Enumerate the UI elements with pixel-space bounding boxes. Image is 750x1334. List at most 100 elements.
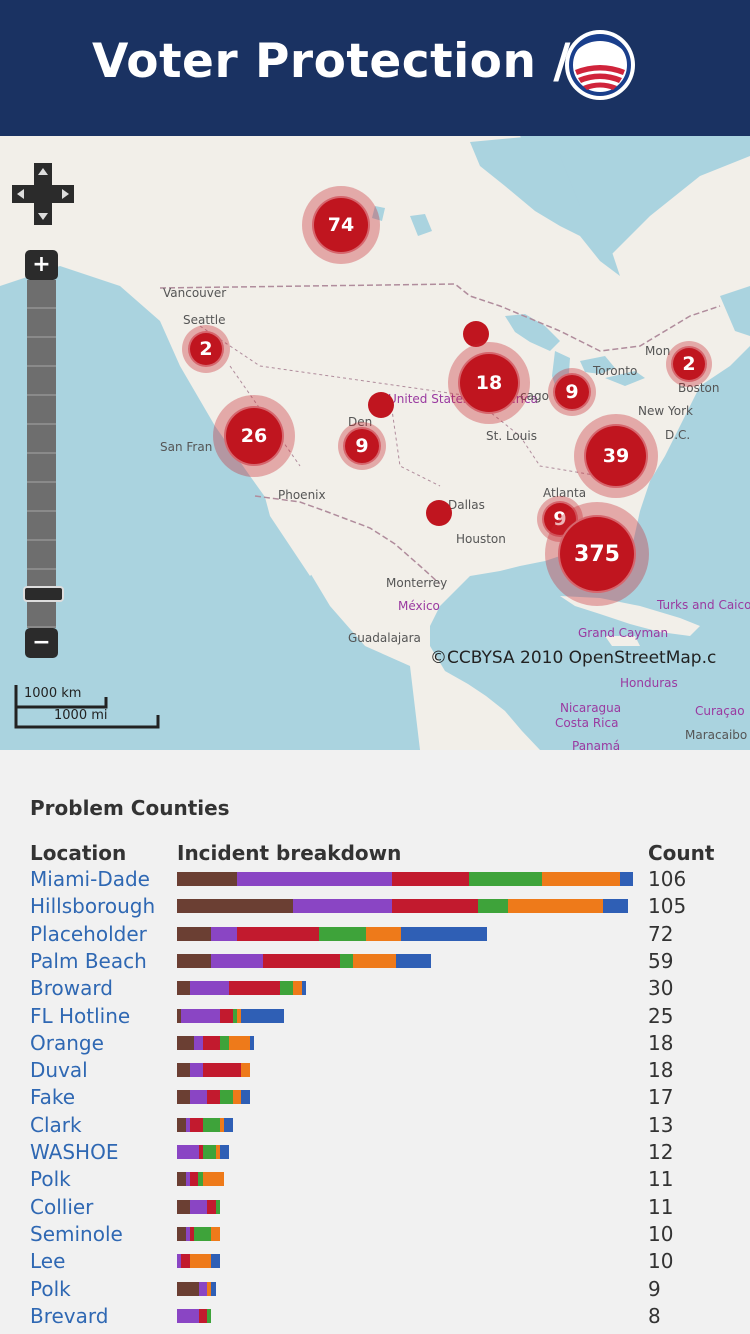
incident-breakdown-bar (177, 1063, 251, 1078)
county-link[interactable]: Hillsborough (30, 894, 156, 919)
cluster-marker[interactable]: 74 (302, 186, 380, 264)
breakdown-segment (202, 1117, 220, 1132)
breakdown-segment (177, 1145, 199, 1159)
city-label-toronto: Toronto (593, 364, 638, 378)
breakdown-segment (177, 1254, 182, 1269)
county-link[interactable]: Miami-Dade (30, 867, 150, 891)
incident-breakdown-bar (177, 1254, 220, 1269)
cluster-marker-core (343, 427, 381, 465)
table-row: Palm Beach 59 (0, 949, 750, 976)
city-label-curacao: Curaçao (695, 704, 745, 718)
breakdown-segment (219, 1008, 233, 1023)
county-link[interactable]: Brevard (30, 1303, 109, 1328)
pan-right-icon (62, 189, 69, 199)
county-link[interactable]: Polk (30, 1276, 71, 1301)
breakdown-segment (211, 1226, 220, 1241)
incident-count: 10 (648, 1221, 674, 1246)
cluster-count: 39 (602, 445, 630, 467)
cluster-marker[interactable]: 2 (182, 325, 230, 373)
map-attribution[interactable]: ©CCBYSA 2010 OpenStreetMap.c (430, 648, 717, 668)
pan-control[interactable] (12, 163, 74, 225)
zoom-out-button[interactable]: − (25, 628, 58, 658)
breakdown-segment (619, 872, 633, 886)
cluster-marker-core (188, 331, 224, 367)
county-link[interactable]: Collier (30, 1194, 94, 1219)
zoom-slider-track[interactable] (23, 280, 64, 628)
breakdown-segment (177, 1172, 186, 1187)
cluster-marker[interactable]: 9 (548, 368, 596, 416)
table-row: Seminole 10 (0, 1222, 750, 1249)
breakdown-segment (211, 1254, 220, 1269)
incident-dot[interactable] (426, 500, 452, 526)
zoom-slider-handle[interactable] (23, 586, 64, 602)
breakdown-segment (280, 981, 294, 996)
breakdown-segment (177, 899, 294, 914)
cluster-marker[interactable]: 2 (666, 341, 712, 387)
table-row: FL Hotline 25 (0, 1004, 750, 1031)
breakdown-segment (198, 1172, 203, 1187)
cluster-marker[interactable]: 375 (545, 502, 649, 606)
breakdown-segment (508, 899, 603, 914)
breakdown-segment (177, 1090, 190, 1105)
cluster-count: 2 (682, 353, 696, 375)
incident-dot[interactable] (463, 321, 489, 347)
cluster-marker-core (458, 352, 520, 414)
incident-count: 10 (648, 1249, 674, 1274)
table-row: Placeholder 72 (0, 922, 750, 949)
incident-dot[interactable] (368, 392, 394, 418)
breakdown-segment (232, 1008, 238, 1023)
incident-breakdown-bar (177, 872, 633, 886)
breakdown-segment (177, 1117, 186, 1132)
cluster-marker[interactable]: 18 (448, 342, 530, 424)
county-link[interactable]: Duval (30, 1058, 88, 1083)
breakdown-segment (293, 899, 392, 914)
county-link[interactable]: Palm Beach (30, 948, 147, 973)
county-link[interactable]: Clark (30, 1112, 82, 1137)
breakdown-segment (211, 953, 263, 968)
county-link[interactable]: Broward (30, 976, 113, 1001)
county-link[interactable]: WASHOE (30, 1140, 119, 1164)
incident-breakdown-bar (177, 926, 487, 941)
breakdown-segment (194, 1035, 203, 1050)
breakdown-segment (202, 1172, 225, 1187)
breakdown-segment (189, 1254, 212, 1269)
incident-count: 30 (648, 976, 674, 1001)
zoom-in-button[interactable]: + (25, 250, 58, 280)
county-link[interactable]: Lee (30, 1249, 66, 1274)
city-label-houston: Houston (456, 532, 506, 546)
county-link[interactable]: Placeholder (30, 921, 147, 946)
county-link[interactable]: Seminole (30, 1221, 123, 1246)
breakdown-segment (228, 981, 281, 996)
cluster-marker[interactable]: 9 (338, 422, 386, 470)
breakdown-segment (202, 1063, 242, 1078)
table-row: Duval 18 (0, 1058, 750, 1085)
panel-title: Problem Counties (30, 796, 230, 820)
count-column-header: Count (648, 841, 715, 865)
incident-count: 8 (648, 1303, 661, 1328)
city-label-guadalajara: Guadalajara (348, 631, 421, 645)
cluster-count: 2 (199, 338, 213, 360)
county-link[interactable]: FL Hotline (30, 1003, 131, 1028)
cluster-marker[interactable]: 39 (574, 414, 658, 498)
incident-map[interactable]: Vancouver Seattle San Fran Den United States… (0, 136, 750, 750)
breakdown-segment (215, 1199, 220, 1214)
table-row: Broward 30 (0, 976, 750, 1003)
breakdown-segment (237, 872, 392, 886)
county-link[interactable]: Fake (30, 1085, 76, 1110)
city-label-denver: Den (348, 415, 373, 429)
page-title: Voter Protection / (92, 34, 571, 89)
city-label-honduras: Honduras (620, 676, 678, 690)
table-row: Polk 11 (0, 1167, 750, 1194)
cluster-marker[interactable]: 26 (213, 395, 295, 477)
breakdown-segment (177, 981, 190, 996)
breakdown-segment (177, 953, 212, 968)
breakdown-segment (542, 872, 620, 886)
incident-count: 11 (648, 1194, 674, 1219)
table-row: Collier 11 (0, 1195, 750, 1222)
city-label-cayman: Grand Cayman (578, 626, 669, 640)
table-row: Fake 17 (0, 1085, 750, 1112)
county-link[interactable]: Polk (30, 1167, 71, 1192)
breakdown-segment (301, 981, 306, 996)
cluster-count: 9 (355, 435, 369, 457)
county-link[interactable]: Orange (30, 1030, 104, 1055)
